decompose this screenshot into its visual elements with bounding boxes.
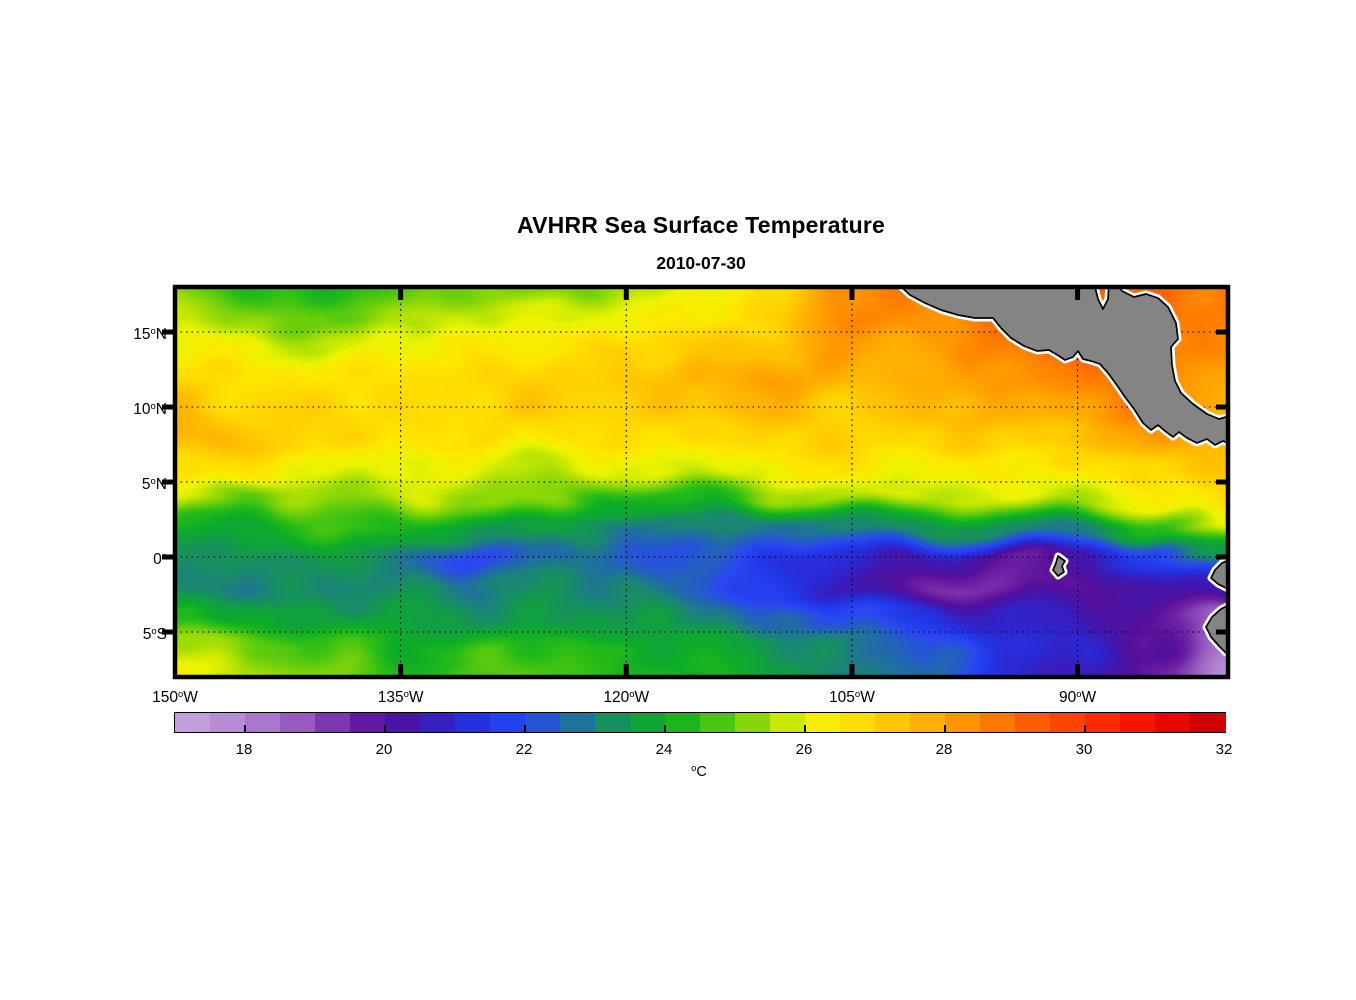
colorbar-block	[980, 713, 1016, 732]
y-tick-mark	[162, 629, 174, 635]
colorbar-tick-label: 22	[515, 741, 533, 758]
colorbar-block	[595, 713, 631, 732]
colorbar-block	[385, 713, 421, 732]
y-tick-mark-right	[1216, 404, 1228, 410]
y-tick-label: 10oN	[133, 401, 167, 418]
x-tick-mark-bottom	[849, 664, 855, 677]
x-tick-mark-bottom	[623, 664, 629, 677]
y-tick-label: 15oN	[133, 326, 167, 343]
colorbar-block	[490, 713, 526, 732]
degree-symbol: o	[161, 551, 167, 562]
degree-symbol: o	[691, 763, 697, 774]
colorbar-block	[665, 713, 701, 732]
colorbar-block	[1155, 713, 1191, 732]
colorbar-tick-label: 26	[795, 741, 813, 758]
map-overlay	[162, 284, 1231, 680]
colorbar-tick-label: 28	[935, 741, 953, 758]
degree-symbol: o	[151, 626, 157, 637]
degree-symbol: o	[150, 401, 156, 412]
y-tick-mark	[162, 404, 174, 410]
colorbar-tick-mark	[384, 725, 386, 732]
map-plot-area	[162, 284, 1231, 680]
colorbar-block	[630, 713, 666, 732]
colorbar-block	[560, 713, 596, 732]
degree-symbol: o	[629, 689, 635, 700]
y-tick-mark-right	[1216, 554, 1228, 560]
y-tick-mark-right	[1216, 479, 1228, 485]
colorbar-block	[1190, 713, 1226, 732]
colorbar-tick-mark	[524, 725, 526, 732]
x-tick-mark-top	[398, 287, 404, 300]
colorbar-block	[315, 713, 351, 732]
y-tick-mark	[162, 479, 174, 485]
y-tick-mark-right	[1216, 629, 1228, 635]
colorbar-block	[245, 713, 281, 732]
colorbar-block	[210, 713, 246, 732]
colorbar-block	[175, 713, 211, 732]
colorbar-tick-label: 30	[1075, 741, 1093, 758]
colorbar-block	[1015, 713, 1051, 732]
land-galapagos-islands	[1052, 555, 1066, 577]
chart-subtitle: 2010-07-30	[656, 253, 746, 273]
colorbar-tick-mark	[244, 725, 246, 732]
x-tick-mark-top	[623, 287, 629, 300]
land-ecuador-coast	[1210, 559, 1228, 591]
colorbar-block	[525, 713, 561, 732]
x-tick-label: 120oW	[603, 689, 650, 706]
colorbar-tick-label: 24	[655, 741, 673, 758]
colorbar-block	[350, 713, 386, 732]
colorbar-tick-label: 32	[1215, 741, 1233, 758]
colorbar-block	[700, 713, 736, 732]
landmasses	[896, 287, 1228, 659]
colorbar	[174, 712, 1226, 733]
colorbar-block	[735, 713, 771, 732]
y-tick-label: 0o	[153, 551, 167, 568]
degree-symbol: o	[1076, 689, 1082, 700]
colorbar-block	[1120, 713, 1156, 732]
colorbar-block	[1085, 713, 1121, 732]
degree-symbol: o	[854, 689, 861, 700]
colorbar-tick-mark	[944, 725, 946, 732]
y-tick-mark	[162, 554, 174, 560]
colorbar-tick-mark	[1084, 725, 1086, 732]
colorbar-block	[1050, 713, 1086, 732]
chart-title: AVHRR Sea Surface Temperature	[517, 212, 885, 238]
colorbar-tick-label: 18	[235, 741, 253, 758]
y-tick-label: 5oS	[142, 626, 167, 643]
gridlines	[175, 287, 1228, 677]
x-tick-label: 90oW	[1058, 689, 1097, 706]
colorbar-tick-label: 20	[375, 741, 393, 758]
land-central-america	[900, 287, 1228, 446]
colorbar-block	[875, 713, 911, 732]
x-tick-label: 135oW	[377, 689, 424, 706]
x-tick-mark-bottom	[398, 664, 404, 677]
colorbar-block	[455, 713, 491, 732]
colorbar-block	[420, 713, 456, 732]
colorbar-tick-mark	[664, 725, 666, 732]
degree-symbol: o	[403, 689, 409, 700]
colorbar-block	[805, 713, 841, 732]
colorbar-block	[840, 713, 876, 732]
y-tick-label: 5oN	[141, 476, 167, 493]
y-tick-mark	[162, 329, 174, 335]
colorbar-block	[280, 713, 316, 732]
colorbar-block	[910, 713, 946, 732]
y-tick-mark-right	[1216, 329, 1228, 335]
colorbar-unit-label: oC	[691, 763, 707, 780]
x-tick-mark-bottom	[1075, 664, 1081, 677]
degree-symbol: o	[150, 476, 156, 487]
x-tick-label: 105oW	[829, 689, 875, 706]
colorbar-tick-mark	[804, 725, 806, 732]
x-tick-label: 150oW	[152, 689, 198, 706]
x-tick-mark-top	[1075, 287, 1081, 300]
degree-symbol: o	[150, 326, 156, 337]
colorbar-block	[770, 713, 806, 732]
x-tick-mark-top	[849, 287, 855, 300]
colorbar-block	[945, 713, 981, 732]
degree-symbol: o	[177, 689, 184, 700]
